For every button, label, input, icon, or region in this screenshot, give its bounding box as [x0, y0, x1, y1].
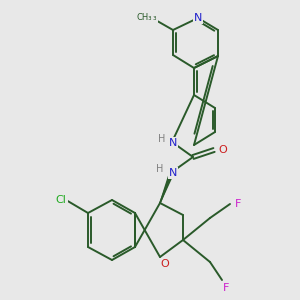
Text: H: H — [158, 134, 166, 144]
Polygon shape — [160, 171, 174, 203]
Text: O: O — [219, 145, 227, 155]
Text: N: N — [169, 168, 177, 178]
Text: F: F — [235, 199, 241, 209]
Text: N: N — [169, 138, 177, 148]
Text: CH₃: CH₃ — [141, 13, 157, 22]
Text: O: O — [160, 259, 169, 269]
Text: N: N — [194, 13, 202, 23]
Text: H: H — [156, 164, 164, 174]
Text: CH₃: CH₃ — [136, 14, 152, 22]
Text: F: F — [223, 283, 229, 293]
Text: Cl: Cl — [56, 195, 66, 205]
